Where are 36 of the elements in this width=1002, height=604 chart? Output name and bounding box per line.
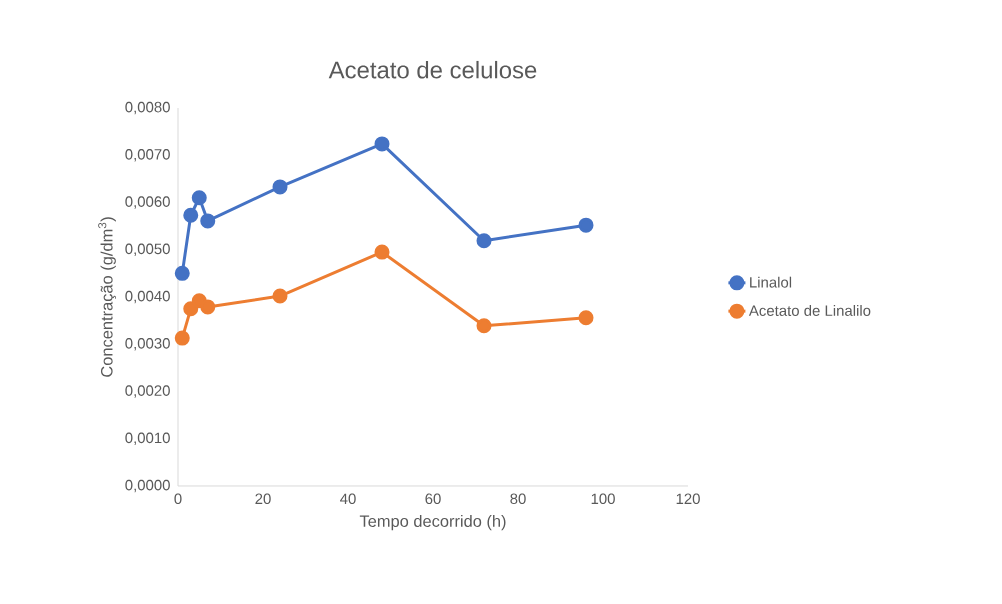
point (476, 318, 492, 334)
y-tick-label: 0,0000 (125, 479, 170, 493)
chart-title: Acetato de celulose (328, 60, 537, 79)
x-tick-label: 20 (255, 493, 271, 505)
y-axis-title: Concentração (g/dm$^{3}$) (98, 217, 116, 377)
point (272, 179, 288, 195)
x-tick-label: 100 (591, 493, 615, 505)
x-tick-label: 120 (676, 493, 700, 505)
legend-label: Acetato de Linalilo (748, 304, 871, 316)
point (200, 299, 216, 315)
point (174, 265, 190, 281)
point (578, 310, 594, 326)
point (476, 233, 492, 249)
point (174, 330, 190, 346)
y-tick-label: 0,0080 (125, 101, 170, 115)
x-axis-title: Tempo decorrido (h) (359, 514, 506, 531)
y-tick-label: 0,0070 (125, 149, 170, 162)
x-tick-label: 80 (510, 493, 526, 505)
x-tick-label: 40 (340, 493, 356, 505)
legend-label: Linalol (750, 276, 792, 288)
point (183, 301, 199, 317)
x-tick-label: 60 (425, 493, 441, 505)
y-tick-label: 0,0040 (125, 290, 170, 304)
point (200, 213, 216, 229)
point (374, 244, 390, 260)
y-tick-label: 0,0030 (125, 338, 170, 351)
y-tick-label: 0,0010 (125, 432, 170, 445)
point (191, 190, 207, 206)
point (272, 288, 288, 304)
x-tick-label: 0 (174, 493, 182, 505)
y-tick-label: 0,0060 (125, 196, 170, 209)
point (374, 136, 390, 152)
point (183, 207, 199, 223)
y-tick-label: 0,0050 (125, 243, 170, 256)
point (578, 217, 594, 233)
y-tick-label: 0,0020 (125, 385, 170, 398)
